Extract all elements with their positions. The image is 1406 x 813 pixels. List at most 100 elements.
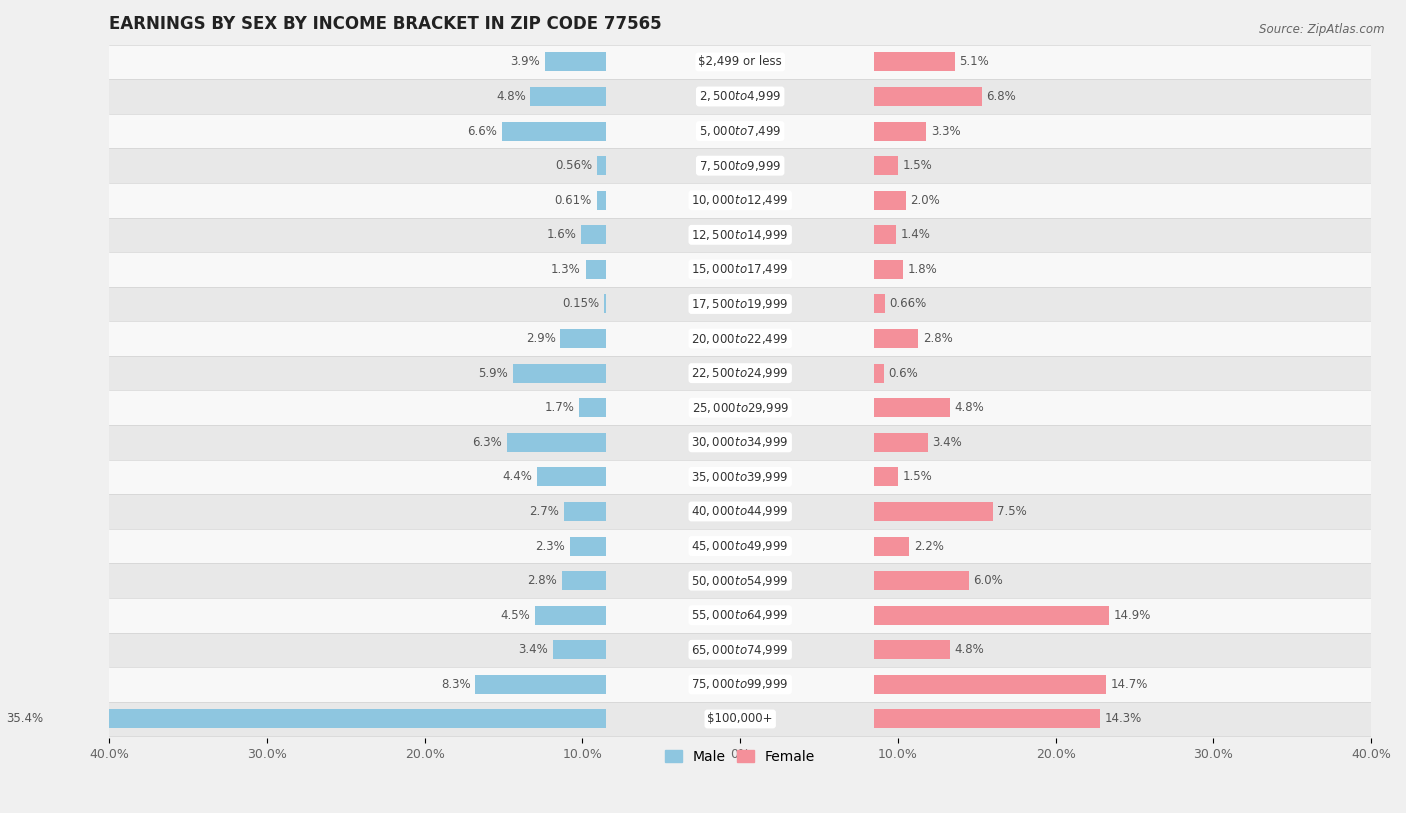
Text: $2,500 to $4,999: $2,500 to $4,999 — [699, 89, 782, 103]
Text: 1.6%: 1.6% — [547, 228, 576, 241]
Text: $22,500 to $24,999: $22,500 to $24,999 — [692, 366, 789, 380]
Bar — [110, 425, 1371, 459]
Bar — [537, 467, 606, 486]
Bar — [110, 633, 1371, 667]
Text: $25,000 to $29,999: $25,000 to $29,999 — [692, 401, 789, 415]
Text: 2.2%: 2.2% — [914, 540, 943, 553]
Text: 1.4%: 1.4% — [901, 228, 931, 241]
Bar — [110, 79, 1371, 114]
Text: $7,500 to $9,999: $7,500 to $9,999 — [699, 159, 782, 172]
Bar — [875, 363, 884, 383]
Bar — [110, 459, 1371, 494]
Text: 1.5%: 1.5% — [903, 159, 932, 172]
Text: 0.6%: 0.6% — [889, 367, 918, 380]
Text: $10,000 to $12,499: $10,000 to $12,499 — [692, 193, 789, 207]
Text: 3.3%: 3.3% — [931, 124, 960, 137]
Bar — [875, 191, 905, 210]
Bar — [875, 433, 928, 452]
Bar — [875, 260, 903, 279]
Bar — [579, 398, 606, 417]
Bar — [110, 528, 1371, 563]
Bar — [110, 114, 1371, 148]
Text: 1.5%: 1.5% — [903, 471, 932, 484]
Bar — [110, 598, 1371, 633]
Bar — [875, 675, 1107, 694]
Bar — [536, 606, 606, 624]
Bar — [475, 675, 606, 694]
Text: $45,000 to $49,999: $45,000 to $49,999 — [692, 539, 789, 553]
Bar — [110, 321, 1371, 356]
Text: 1.3%: 1.3% — [551, 263, 581, 276]
Bar — [110, 563, 1371, 598]
Bar — [561, 329, 606, 348]
Text: 2.9%: 2.9% — [526, 332, 555, 345]
Text: EARNINGS BY SEX BY INCOME BRACKET IN ZIP CODE 77565: EARNINGS BY SEX BY INCOME BRACKET IN ZIP… — [110, 15, 662, 33]
Bar — [875, 572, 969, 590]
Bar — [110, 356, 1371, 390]
Text: 1.8%: 1.8% — [907, 263, 938, 276]
Bar — [502, 122, 606, 141]
Bar — [596, 191, 606, 210]
Text: 3.4%: 3.4% — [517, 643, 548, 656]
Legend: Male, Female: Male, Female — [659, 744, 821, 769]
Bar — [875, 710, 1099, 728]
Text: 2.0%: 2.0% — [911, 193, 941, 207]
Bar — [564, 502, 606, 521]
Text: 1.7%: 1.7% — [544, 402, 575, 415]
Bar — [110, 287, 1371, 321]
Text: 4.8%: 4.8% — [955, 643, 984, 656]
Text: $40,000 to $44,999: $40,000 to $44,999 — [692, 505, 789, 519]
Bar — [875, 606, 1109, 624]
Bar — [875, 122, 927, 141]
Text: 3.9%: 3.9% — [510, 55, 540, 68]
Text: $5,000 to $7,499: $5,000 to $7,499 — [699, 124, 782, 138]
Text: 4.4%: 4.4% — [502, 471, 531, 484]
Bar — [875, 398, 950, 417]
Bar — [875, 641, 950, 659]
Text: 4.8%: 4.8% — [496, 90, 526, 103]
Bar — [875, 537, 908, 555]
Text: 8.3%: 8.3% — [441, 678, 471, 691]
Bar — [110, 494, 1371, 528]
Text: 0.15%: 0.15% — [562, 298, 599, 311]
Bar — [110, 183, 1371, 218]
Text: 14.7%: 14.7% — [1111, 678, 1149, 691]
Bar — [110, 667, 1371, 702]
Text: 0.66%: 0.66% — [890, 298, 927, 311]
Bar — [110, 148, 1371, 183]
Text: 14.3%: 14.3% — [1105, 712, 1142, 725]
Bar — [110, 45, 1371, 79]
Text: $100,000+: $100,000+ — [707, 712, 773, 725]
Bar — [875, 294, 884, 314]
Text: 2.8%: 2.8% — [527, 574, 557, 587]
Text: 6.6%: 6.6% — [467, 124, 498, 137]
Text: 5.9%: 5.9% — [478, 367, 509, 380]
Bar — [581, 225, 606, 245]
Bar — [875, 156, 898, 175]
Text: 2.3%: 2.3% — [536, 540, 565, 553]
Bar — [530, 87, 606, 106]
Text: 4.5%: 4.5% — [501, 609, 530, 622]
Bar — [506, 433, 606, 452]
Text: 0.61%: 0.61% — [554, 193, 592, 207]
Bar — [110, 218, 1371, 252]
Text: $20,000 to $22,499: $20,000 to $22,499 — [692, 332, 789, 346]
Text: $30,000 to $34,999: $30,000 to $34,999 — [692, 435, 789, 450]
Bar — [544, 52, 606, 72]
Text: 6.8%: 6.8% — [986, 90, 1017, 103]
Bar — [553, 641, 606, 659]
Bar — [875, 225, 897, 245]
Text: $17,500 to $19,999: $17,500 to $19,999 — [692, 297, 789, 311]
Text: $75,000 to $99,999: $75,000 to $99,999 — [692, 677, 789, 691]
Text: 0.56%: 0.56% — [555, 159, 592, 172]
Text: 7.5%: 7.5% — [997, 505, 1026, 518]
Text: $2,499 or less: $2,499 or less — [699, 55, 782, 68]
Text: 5.1%: 5.1% — [959, 55, 990, 68]
Text: 14.9%: 14.9% — [1114, 609, 1152, 622]
Text: 6.0%: 6.0% — [973, 574, 1004, 587]
Bar — [110, 390, 1371, 425]
Bar — [875, 52, 955, 72]
Bar — [569, 537, 606, 555]
Bar — [875, 467, 898, 486]
Bar — [603, 294, 606, 314]
